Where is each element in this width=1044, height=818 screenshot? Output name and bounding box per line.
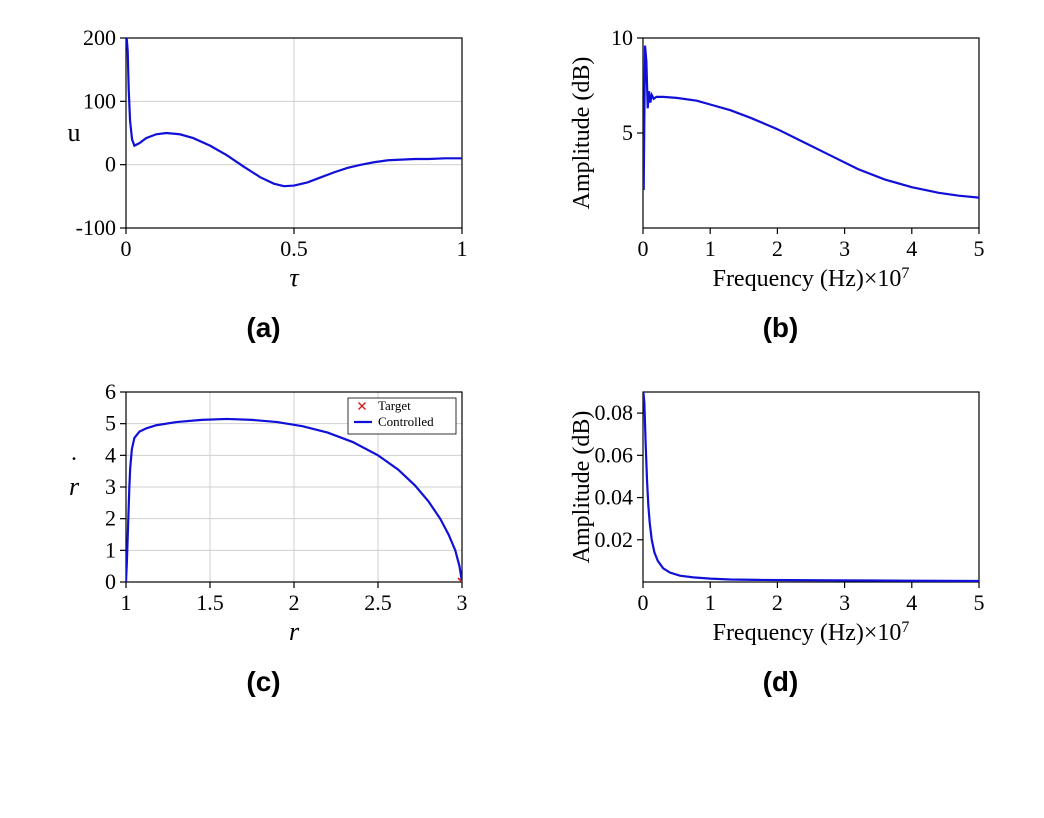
svg-text:6: 6 (105, 379, 116, 404)
svg-text:r: r (288, 617, 299, 646)
svg-text:τ: τ (289, 263, 300, 292)
svg-text:5: 5 (973, 236, 984, 261)
panel-d: 0 1 2 3 4 5 0.02 0.04 0.06 0.08 Frequency (Hz)×107… (537, 374, 1024, 698)
svg-text:Amplitude (dB): Amplitude (dB) (571, 411, 595, 564)
panel-b: 0 1 2 3 4 5 5 10 Frequency (Hz)×107 Amplitude (dB… (537, 20, 1024, 344)
plot-c: 11.522.530123456TargetControlledrr˙ (54, 374, 474, 654)
svg-text:0.08: 0.08 (594, 400, 633, 425)
chart-grid: 00.51-1000100200τu (a) 012345510Frequenc… (20, 20, 1024, 698)
svg-text:4: 4 (906, 236, 917, 261)
plot-a-svg: 00.51-1000100200τu (54, 20, 474, 300)
svg-text:1: 1 (704, 236, 715, 261)
plot-d-svg: 0 1 2 3 4 5 0.02 0.04 0.06 0.08 Frequency (Hz)×107… (571, 374, 991, 654)
panel-d-label: (d) (763, 666, 799, 698)
svg-text:100: 100 (83, 88, 116, 113)
svg-text:2: 2 (771, 590, 782, 615)
svg-text:Frequency (Hz)×107: Frequency (Hz)×107 (712, 619, 909, 647)
panel-c-label: (c) (246, 666, 280, 698)
svg-text:0: 0 (637, 236, 648, 261)
svg-text:-100: -100 (75, 215, 115, 240)
svg-text:5: 5 (973, 590, 984, 615)
svg-text:3: 3 (105, 474, 116, 499)
svg-text:˙: ˙ (69, 452, 78, 481)
svg-text:Amplitude (dB): Amplitude (dB) (571, 57, 595, 210)
plot-a: 00.51-1000100200τu (54, 20, 474, 300)
svg-text:2: 2 (105, 506, 116, 531)
svg-text:Target: Target (378, 398, 411, 413)
svg-text:1: 1 (120, 590, 131, 615)
svg-text:1: 1 (105, 537, 116, 562)
svg-text:1: 1 (704, 590, 715, 615)
svg-text:2: 2 (288, 590, 299, 615)
svg-text:2: 2 (771, 236, 782, 261)
plot-c-svg: 11.522.530123456TargetControlledrr˙ (54, 374, 474, 654)
svg-text:0.04: 0.04 (594, 485, 633, 510)
svg-text:Controlled: Controlled (378, 414, 434, 429)
svg-text:1: 1 (456, 236, 467, 261)
plot-d: 0 1 2 3 4 5 0.02 0.04 0.06 0.08 Frequency (Hz)×107… (571, 374, 991, 654)
plot-b-svg: 0 1 2 3 4 5 5 10 Frequency (Hz)×107 Amplitude (dB… (571, 20, 991, 300)
svg-text:Frequency (Hz)×107: Frequency (Hz)×107 (712, 265, 909, 293)
svg-text:0.06: 0.06 (594, 442, 633, 467)
panel-b-label: (b) (763, 312, 799, 344)
svg-text:1.5: 1.5 (196, 590, 224, 615)
svg-text:4: 4 (105, 442, 116, 467)
svg-text:10: 10 (611, 25, 633, 50)
svg-text:u: u (67, 118, 80, 147)
svg-text:3: 3 (839, 236, 850, 261)
svg-text:0: 0 (637, 590, 648, 615)
svg-text:0: 0 (105, 569, 116, 594)
svg-text:0: 0 (105, 152, 116, 177)
panel-a: 00.51-1000100200τu (a) (20, 20, 507, 344)
svg-text:3: 3 (839, 590, 850, 615)
svg-text:0.02: 0.02 (594, 527, 633, 552)
svg-text:4: 4 (906, 590, 917, 615)
svg-text:5: 5 (105, 411, 116, 436)
svg-text:200: 200 (83, 25, 116, 50)
svg-text:0.5: 0.5 (280, 236, 308, 261)
svg-text:3: 3 (456, 590, 467, 615)
svg-text:2.5: 2.5 (364, 590, 392, 615)
panel-a-label: (a) (246, 312, 280, 344)
svg-text:5: 5 (622, 120, 633, 145)
svg-text:0: 0 (120, 236, 131, 261)
plot-b: 0 1 2 3 4 5 5 10 Frequency (Hz)×107 Amplitude (dB… (571, 20, 991, 300)
panel-c: 11.522.530123456TargetControlledrr˙ (c) (20, 374, 507, 698)
